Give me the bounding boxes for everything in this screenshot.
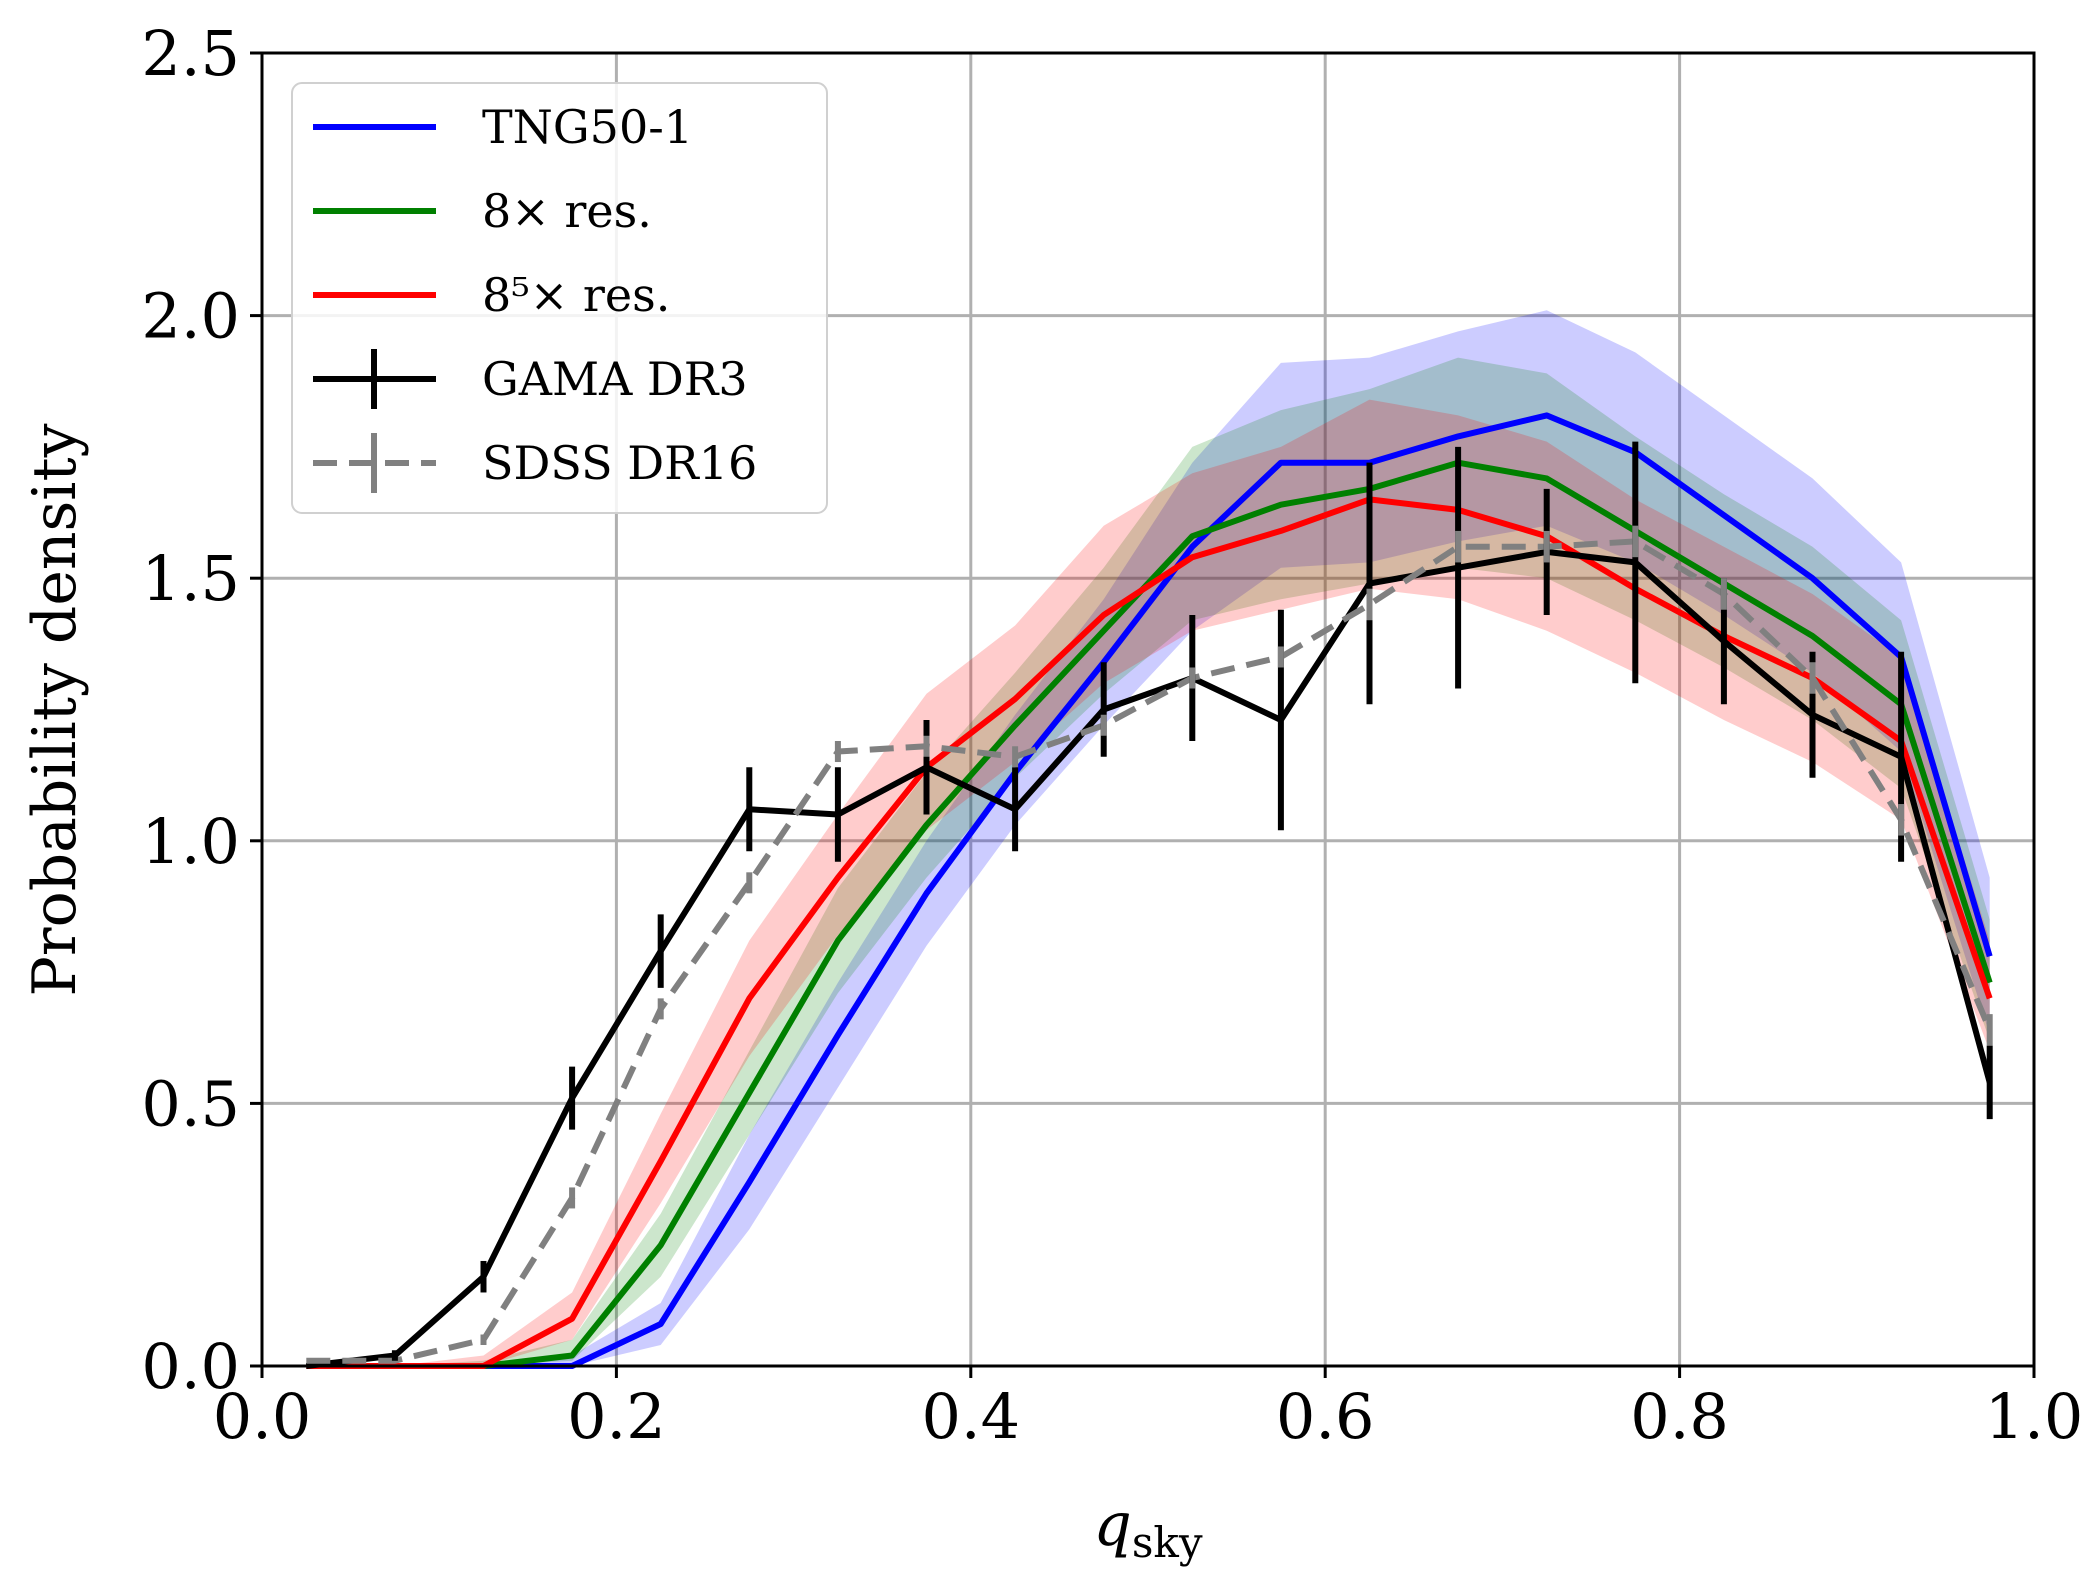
legend: TNG50-1 8× res. 8⁵× res. GAMA DR3 SDSS DR16 bbox=[291, 82, 828, 514]
legend-label: TNG50-1 bbox=[482, 100, 693, 154]
legend-label: SDSS DR16 bbox=[482, 436, 757, 490]
series-lines bbox=[305, 412, 1993, 1369]
confidence-bands bbox=[306, 310, 1990, 1367]
legend-box bbox=[291, 82, 828, 514]
legend-label: GAMA DR3 bbox=[482, 352, 748, 406]
grid-lines bbox=[262, 53, 2034, 1366]
series-line-SDSS DR16 bbox=[306, 538, 1993, 1364]
x-tick-label: 0.2 bbox=[567, 1380, 666, 1453]
series-line-GAMA DR3 bbox=[305, 548, 1993, 1369]
y-tick-label: 1.5 bbox=[141, 542, 240, 615]
x-axis-label: qsky bbox=[1093, 1490, 1202, 1567]
axis-ticks: 0.0 0.2 0.4 0.6 0.8 1.0 0.0 0.5 1.0 1.5 2.0 2.5 bbox=[141, 17, 2083, 1453]
y-tick-label: 2.5 bbox=[141, 17, 240, 90]
x-tick-label: 0.6 bbox=[1276, 1380, 1375, 1453]
y-tick-label: 0.5 bbox=[141, 1067, 240, 1140]
error-bars bbox=[391, 441, 1993, 1361]
plot-frame bbox=[260, 51, 2036, 1368]
x-tick-label: 0.0 bbox=[213, 1380, 312, 1453]
x-tick-label: 1.0 bbox=[1985, 1380, 2084, 1453]
band-8⁵× res. bbox=[306, 399, 1990, 1367]
x-tick-label: 0.4 bbox=[921, 1380, 1020, 1453]
y-tick-label: 0.0 bbox=[141, 1330, 240, 1403]
band-8× res. bbox=[306, 357, 1990, 1367]
x-axis-label-main: q bbox=[1093, 1490, 1131, 1560]
y-tick-label: 1.0 bbox=[141, 805, 240, 878]
series-line-TNG50-1 bbox=[306, 412, 1993, 1369]
legend-label: 8× res. bbox=[482, 184, 652, 238]
y-tick-label: 2.0 bbox=[141, 280, 240, 353]
x-axis-label-sub: sky bbox=[1132, 1518, 1203, 1567]
x-tick-label: 0.8 bbox=[1630, 1380, 1729, 1453]
legend-label: 8⁵× res. bbox=[482, 268, 670, 322]
y-axis-label: Probability density bbox=[20, 423, 90, 996]
